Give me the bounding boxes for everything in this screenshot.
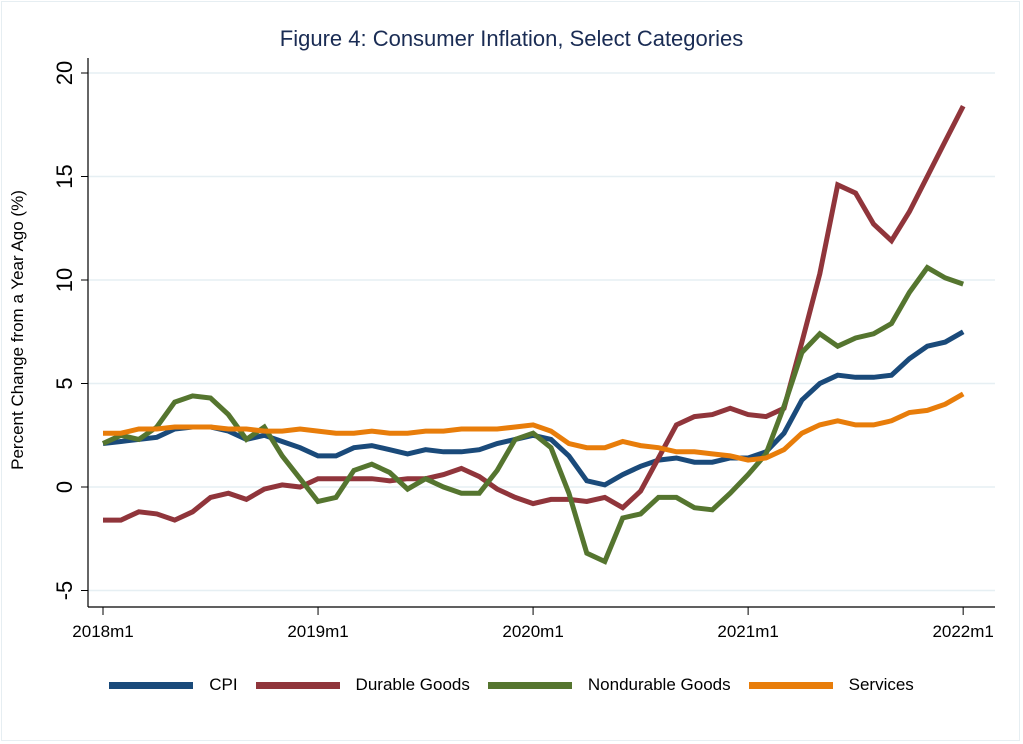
legend-swatch xyxy=(109,681,194,689)
x-tick-label: 2021m1 xyxy=(717,622,778,641)
y-tick-label: 20 xyxy=(52,61,77,85)
series-line-nondurable-goods xyxy=(101,264,965,565)
gridlines xyxy=(88,72,995,592)
chart-title: Figure 4: Consumer Inflation, Select Cat… xyxy=(279,26,744,51)
legend-label: Durable Goods xyxy=(355,675,470,694)
series-line-services xyxy=(103,391,965,463)
y-tick-label: 10 xyxy=(52,268,77,292)
x-tick-label: 2020m1 xyxy=(502,622,563,641)
x-tick-label: 2018m1 xyxy=(72,622,133,641)
legend-label: Services xyxy=(848,675,914,694)
y-tick-label: 15 xyxy=(52,164,77,188)
y-tick-label: 5 xyxy=(52,377,77,389)
legend-item-nondurable-goods: Nondurable Goods xyxy=(487,675,731,695)
legend-swatch xyxy=(748,681,833,689)
legend-item-durable-goods: Durable Goods xyxy=(255,675,470,695)
legend-label: CPI xyxy=(209,675,238,694)
series-line-durable-goods xyxy=(103,104,966,523)
legend: CPI Durable Goods Nondurable Goods Services xyxy=(0,675,1023,695)
y-tick-label: 0 xyxy=(52,481,77,493)
series-line-cpi xyxy=(102,329,965,488)
axes: -5 0 5 10 15 20 2018m1 2019m1 2020m1 2021m1 2022m1 xyxy=(52,58,995,641)
legend-item-cpi: CPI xyxy=(109,675,238,695)
series-lines xyxy=(101,104,966,565)
y-tick-label: -5 xyxy=(52,581,77,601)
x-tick-label: 2019m1 xyxy=(287,622,348,641)
legend-swatch xyxy=(487,681,572,689)
legend-item-services: Services xyxy=(748,675,914,695)
legend-label: Nondurable Goods xyxy=(587,675,731,694)
x-tick-label: 2022m1 xyxy=(932,622,993,641)
legend-swatch xyxy=(255,681,340,689)
